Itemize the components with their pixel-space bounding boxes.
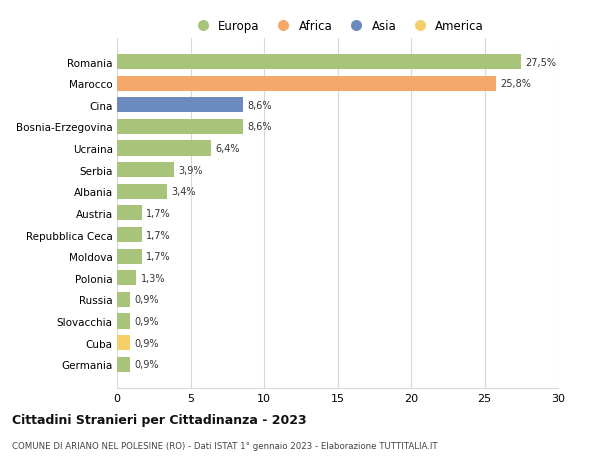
Text: Cittadini Stranieri per Cittadinanza - 2023: Cittadini Stranieri per Cittadinanza - 2… — [12, 413, 307, 426]
Bar — [117, 249, 142, 264]
Text: 1,7%: 1,7% — [146, 230, 171, 240]
Text: 25,8%: 25,8% — [500, 79, 532, 89]
Text: 6,4%: 6,4% — [215, 144, 240, 154]
Text: 0,9%: 0,9% — [134, 359, 159, 369]
Text: 1,3%: 1,3% — [140, 273, 165, 283]
Bar — [117, 163, 175, 178]
Text: 1,7%: 1,7% — [146, 208, 171, 218]
Bar — [117, 314, 130, 329]
Legend: Europa, Africa, Asia, America: Europa, Africa, Asia, America — [187, 15, 488, 38]
Text: 27,5%: 27,5% — [526, 57, 557, 67]
Bar — [117, 120, 244, 134]
Bar — [117, 185, 167, 199]
Bar — [117, 141, 211, 156]
Bar — [117, 55, 521, 70]
Text: 3,4%: 3,4% — [172, 187, 196, 197]
Bar — [117, 292, 130, 307]
Text: COMUNE DI ARIANO NEL POLESINE (RO) - Dati ISTAT 1° gennaio 2023 - Elaborazione T: COMUNE DI ARIANO NEL POLESINE (RO) - Dat… — [12, 441, 437, 450]
Bar — [117, 357, 130, 372]
Text: 3,9%: 3,9% — [179, 165, 203, 175]
Bar — [117, 228, 142, 242]
Text: 8,6%: 8,6% — [248, 101, 272, 111]
Text: 0,9%: 0,9% — [134, 295, 159, 305]
Bar — [117, 98, 244, 113]
Bar — [117, 77, 496, 91]
Bar — [117, 206, 142, 221]
Text: 0,9%: 0,9% — [134, 338, 159, 348]
Text: 1,7%: 1,7% — [146, 252, 171, 262]
Text: 0,9%: 0,9% — [134, 316, 159, 326]
Bar — [117, 336, 130, 350]
Text: 8,6%: 8,6% — [248, 122, 272, 132]
Bar — [117, 271, 136, 285]
